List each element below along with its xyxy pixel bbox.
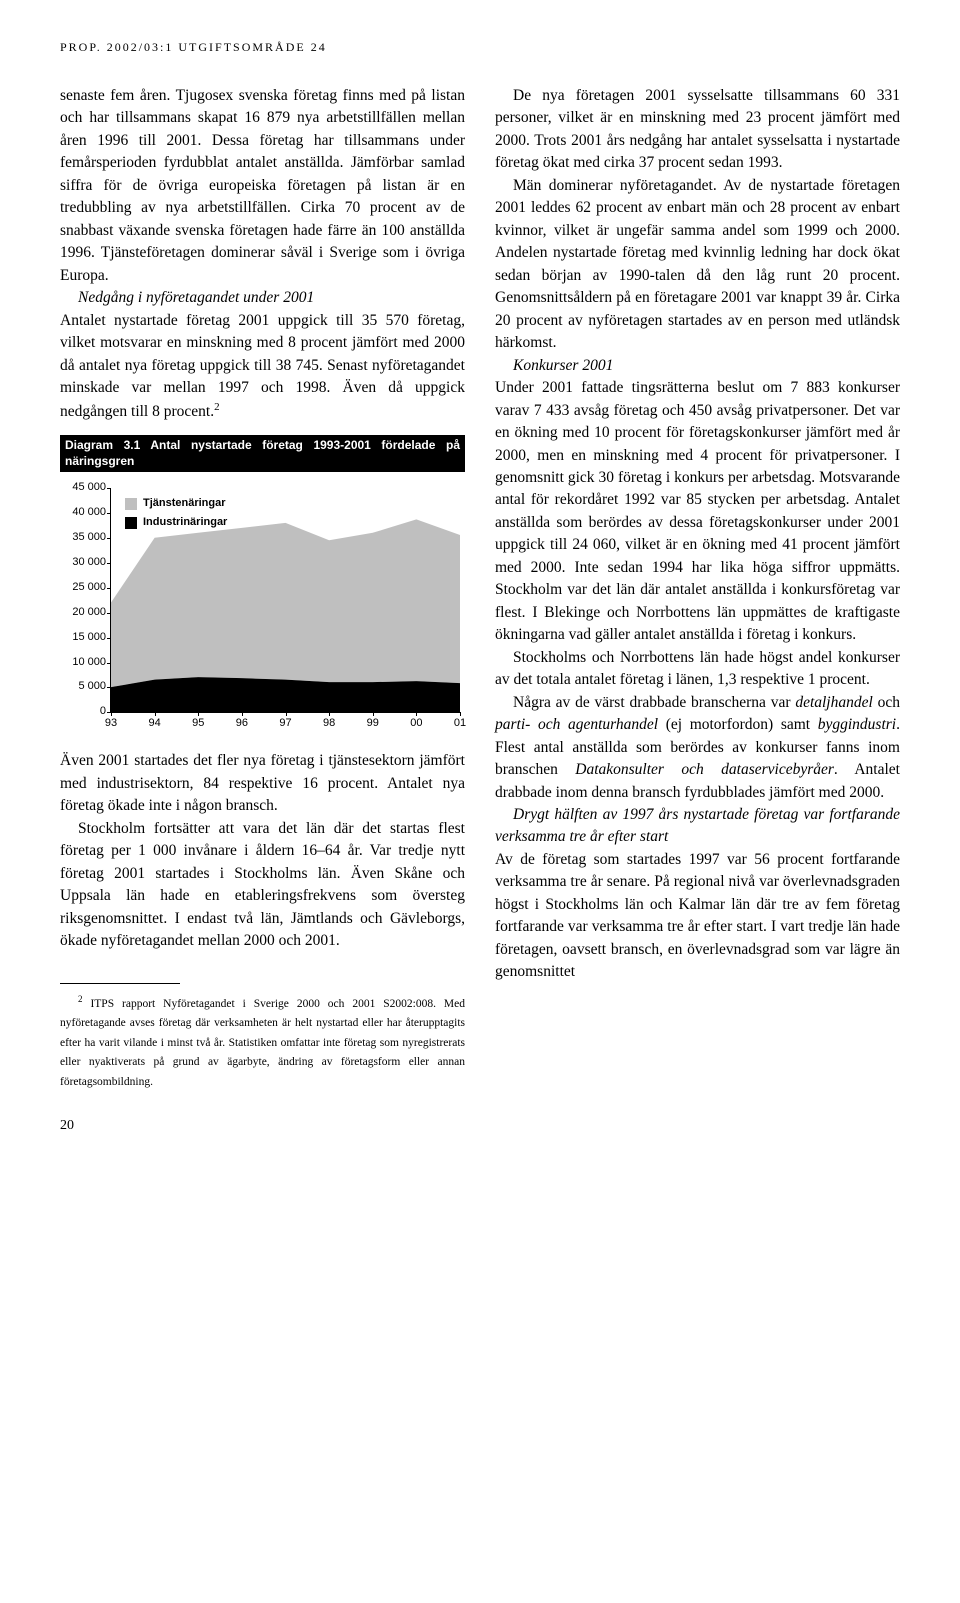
y-tick-mark xyxy=(107,538,111,539)
italic-term: parti- och agenturhandel xyxy=(495,716,658,733)
left-column: senaste fem åren. Tjugosex svenska föret… xyxy=(60,85,465,1136)
y-tick-mark xyxy=(107,638,111,639)
legend-item: Industrinäringar xyxy=(125,515,227,531)
x-tick-label: 00 xyxy=(410,716,422,732)
italic-term: Datakonsulter och dataservicebyråer xyxy=(575,761,834,778)
para-text: och xyxy=(873,694,900,711)
legend-swatch xyxy=(125,498,137,510)
para: Antalet nystartade företag 2001 uppgick … xyxy=(60,310,465,424)
legend-item: Tjänstenäringar xyxy=(125,496,227,512)
y-tick-label: 25 000 xyxy=(61,580,106,596)
right-column: De nya företagen 2001 sysselsatte tillsa… xyxy=(495,85,900,1136)
page-header: PROP. 2002/03:1 UTGIFTSOMRÅDE 24 xyxy=(60,40,900,55)
para: Män dominerar nyföretagandet. Av de nyst… xyxy=(495,175,900,355)
italic-term: byggindustri xyxy=(818,716,896,733)
y-tick-label: 20 000 xyxy=(61,605,106,621)
y-tick-mark xyxy=(107,687,111,688)
y-tick-mark xyxy=(107,588,111,589)
x-tick-mark xyxy=(416,712,417,716)
x-tick-mark xyxy=(286,712,287,716)
x-tick-mark xyxy=(373,712,374,716)
area-chart: 0 5 000 10 000 15 000 20 000 25 000 30 000 35 0… xyxy=(60,478,465,738)
subheading: Konkurser 2001 xyxy=(495,355,900,377)
legend-label: Tjänstenäringar xyxy=(143,496,226,512)
y-tick-label: 40 000 xyxy=(61,505,106,521)
footnote-text: ITPS rapport Nyföretagandet i Sverige 20… xyxy=(60,997,465,1087)
x-tick-label: 98 xyxy=(323,716,335,732)
x-tick-label: 93 xyxy=(105,716,117,732)
y-tick-mark xyxy=(107,613,111,614)
two-column-layout: senaste fem åren. Tjugosex svenska föret… xyxy=(60,85,900,1136)
x-tick-label: 01 xyxy=(454,716,466,732)
subheading: Drygt hälften av 1997 års nystartade för… xyxy=(495,804,900,849)
x-tick-mark xyxy=(155,712,156,716)
y-tick-label: 0 xyxy=(61,704,106,720)
x-tick-mark xyxy=(198,712,199,716)
para: Stockholm fortsätter att vara det län dä… xyxy=(60,818,465,953)
x-tick-label: 97 xyxy=(279,716,291,732)
x-tick-label: 95 xyxy=(192,716,204,732)
x-tick-mark xyxy=(329,712,330,716)
y-tick-label: 15 000 xyxy=(61,630,106,646)
x-tick-label: 94 xyxy=(149,716,161,732)
italic-term: detaljhandel xyxy=(795,694,873,711)
y-tick-label: 5 000 xyxy=(61,680,106,696)
para: Av de företag som startades 1997 var 56 … xyxy=(495,849,900,984)
y-tick-mark xyxy=(107,563,111,564)
para-text: (ej motorfordon) samt xyxy=(658,716,818,733)
chart-title: Diagram 3.1 Antal nystartade företag 199… xyxy=(60,435,465,472)
x-tick-mark xyxy=(242,712,243,716)
page-number: 20 xyxy=(60,1116,465,1136)
x-tick-label: 96 xyxy=(236,716,248,732)
para: Under 2001 fattade tingsrätterna beslut … xyxy=(495,377,900,647)
para: Några av de värst drabbade branscherna v… xyxy=(495,692,900,804)
para: De nya företagen 2001 sysselsatte tillsa… xyxy=(495,85,900,175)
y-tick-label: 10 000 xyxy=(61,655,106,671)
footnote: 2 ITPS rapport Nyföretagandet i Sverige … xyxy=(60,992,465,1093)
para: Även 2001 startades det fler nya företag… xyxy=(60,750,465,817)
y-tick-label: 30 000 xyxy=(61,555,106,571)
footnote-separator xyxy=(60,983,180,984)
x-tick-mark xyxy=(460,712,461,716)
y-tick-mark xyxy=(107,663,111,664)
legend-label: Industrinäringar xyxy=(143,515,227,531)
chart-legend: Tjänstenäringar Industrinäringar xyxy=(125,496,227,534)
legend-swatch xyxy=(125,517,137,529)
subheading: Nedgång i nyföretagandet under 2001 xyxy=(60,287,465,309)
footnote-ref: 2 xyxy=(214,401,220,413)
y-tick-label: 35 000 xyxy=(61,530,106,546)
y-tick-mark xyxy=(107,488,111,489)
para: Stockholms och Norrbottens län hade högs… xyxy=(495,647,900,692)
series-industri xyxy=(111,678,460,713)
x-tick-label: 99 xyxy=(367,716,379,732)
series-tjanste xyxy=(111,520,460,688)
para-text: Några av de värst drabbade branscherna v… xyxy=(513,694,795,711)
y-tick-label: 45 000 xyxy=(61,480,106,496)
para-text: Antalet nystartade företag 2001 uppgick … xyxy=(60,312,465,420)
x-tick-mark xyxy=(111,712,112,716)
y-tick-mark xyxy=(107,513,111,514)
para: senaste fem åren. Tjugosex svenska föret… xyxy=(60,85,465,287)
